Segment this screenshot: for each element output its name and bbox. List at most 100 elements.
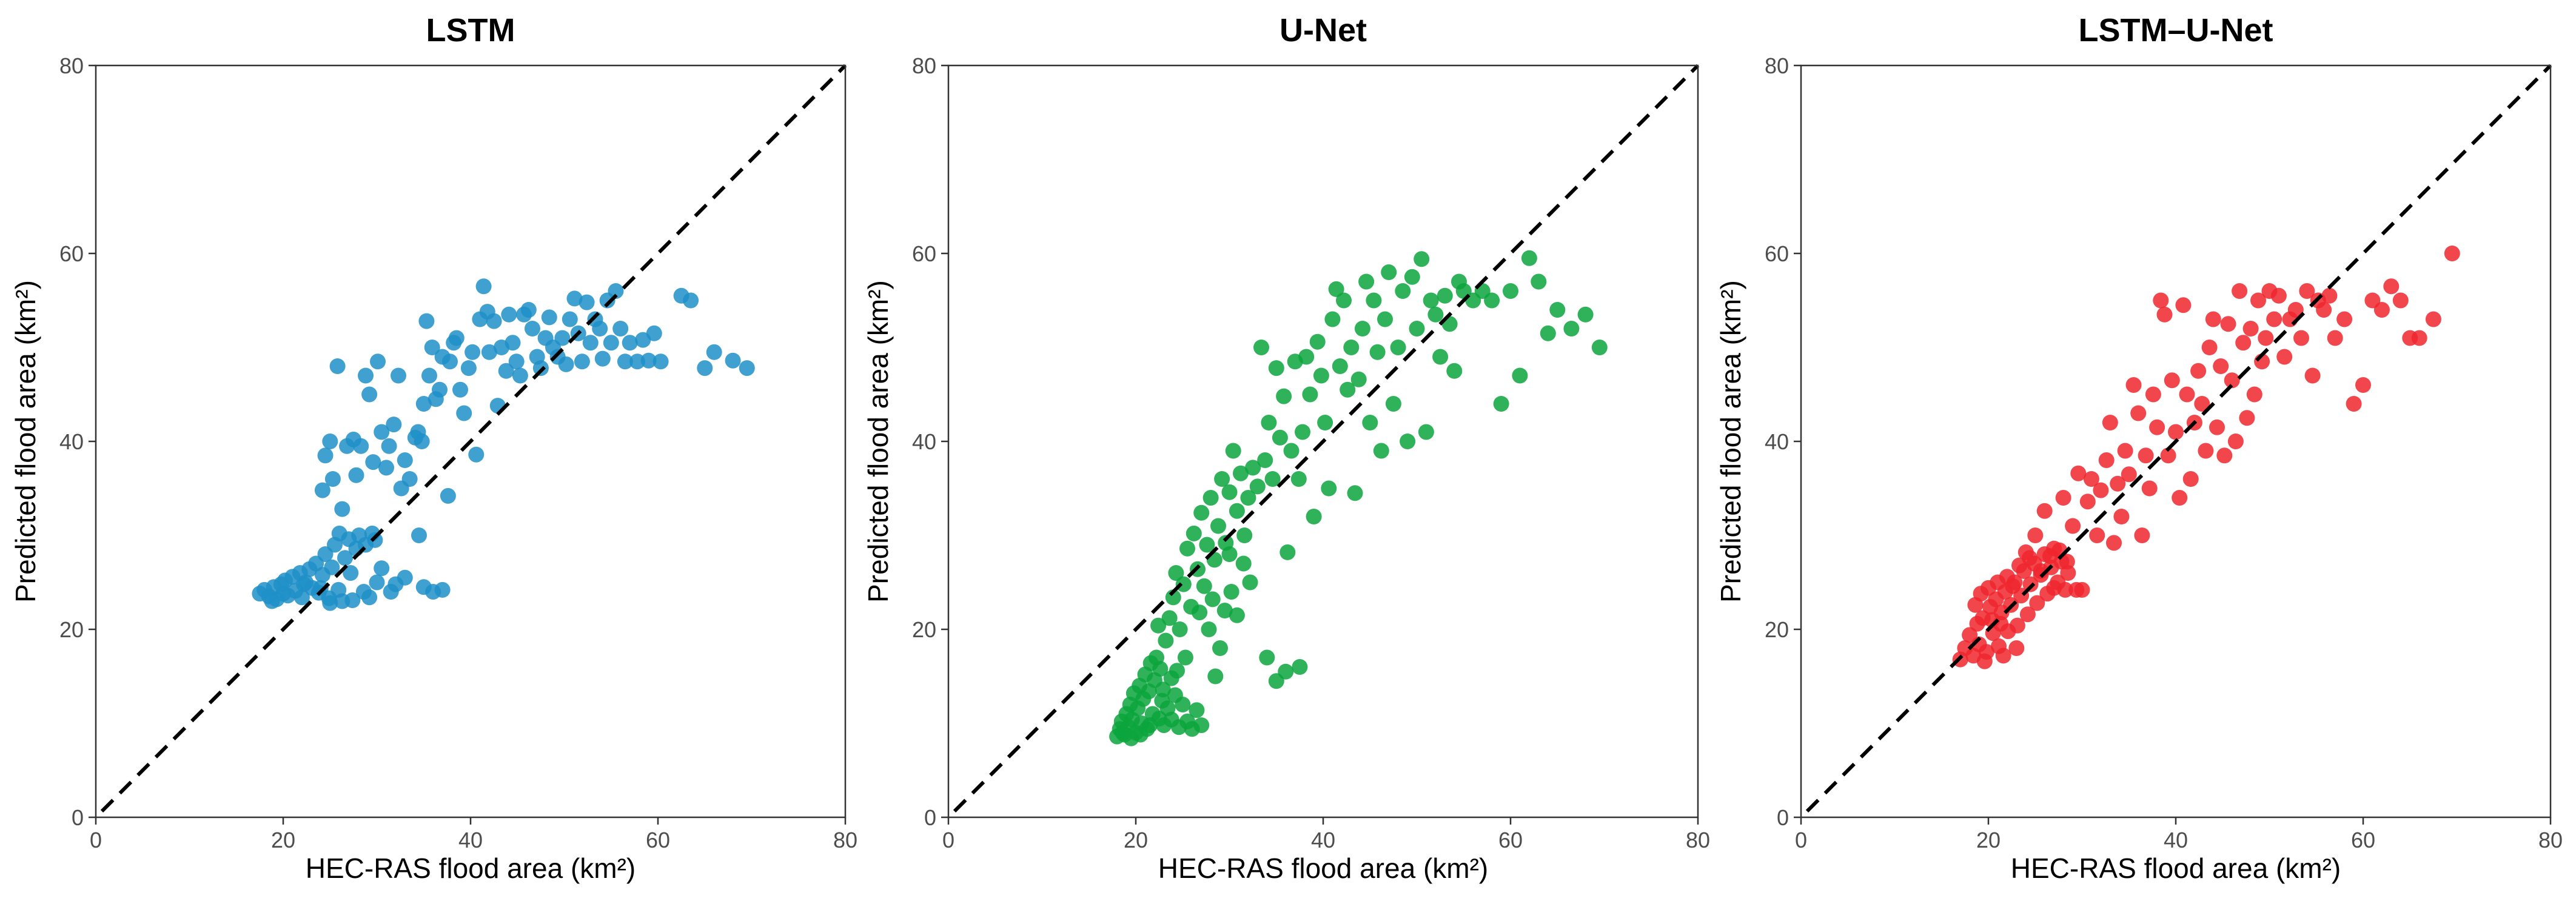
data-point [486, 313, 502, 329]
x-tick-label: 40 [458, 828, 483, 852]
data-point [2160, 447, 2176, 464]
data-point [460, 360, 477, 377]
data-point [1343, 340, 1360, 355]
data-point [2070, 465, 2087, 481]
data-point [1177, 649, 1193, 666]
data-point [1309, 333, 1326, 350]
data-point [579, 294, 595, 310]
data-point [2444, 246, 2460, 261]
data-point [739, 360, 755, 377]
data-point [401, 471, 418, 487]
panels: LSTM 0 20 40 60 80 0 20 40 60 80 HEC-RAS flood area… [10, 12, 2563, 884]
data-point [1591, 340, 1608, 355]
data-point [2213, 358, 2229, 374]
data-point [2316, 302, 2332, 318]
data-point [317, 447, 334, 464]
data-point [2130, 405, 2147, 421]
data-point [2089, 527, 2105, 543]
data-point [367, 532, 383, 548]
data-point [2216, 447, 2233, 464]
x-tick-label: 60 [2351, 828, 2375, 852]
data-point [1577, 306, 1594, 323]
y-tick-label: 0 [72, 805, 84, 830]
data-point [1358, 273, 1375, 290]
reference-line [1805, 64, 2552, 813]
data-point [2392, 292, 2409, 309]
data-point [2250, 292, 2266, 309]
data-point [2220, 316, 2236, 332]
data-point [2093, 482, 2109, 498]
scatter-panel-2: U-Net 0 20 40 60 80 0 20 40 60 80 HEC-RAS flood are… [862, 12, 1710, 884]
data-point [1369, 344, 1386, 360]
data-point [365, 454, 381, 470]
data-point [2355, 377, 2371, 393]
data-point [344, 592, 361, 608]
data-point [1245, 460, 1261, 476]
data-point [391, 367, 406, 384]
x-tick-label: 60 [646, 828, 670, 852]
data-point [2164, 372, 2180, 389]
data-point [1158, 632, 1174, 649]
data-point [1427, 306, 1444, 323]
data-point [2293, 330, 2309, 346]
data-point [2138, 447, 2154, 464]
data-point [2036, 503, 2053, 519]
data-point [1212, 640, 1228, 656]
data-point [562, 311, 578, 327]
data-point [322, 434, 338, 449]
data-point [2336, 311, 2353, 327]
data-point [1179, 540, 1195, 557]
data-point [501, 306, 517, 323]
data-point [2276, 349, 2293, 365]
data-point [1283, 443, 1300, 459]
data-point [1229, 607, 1245, 623]
data-point [381, 438, 397, 454]
data-point [1328, 281, 1344, 297]
data-point [603, 335, 619, 351]
data-point [2022, 576, 2039, 592]
data-point [2232, 283, 2248, 299]
data-point [2270, 287, 2287, 304]
data-point [2258, 330, 2274, 346]
data-point [2299, 283, 2315, 299]
data-point [481, 344, 497, 360]
data-point [331, 525, 347, 541]
data-point [2019, 606, 2036, 623]
data-point [1404, 269, 1420, 285]
data-point [1204, 591, 1221, 608]
data-point [411, 527, 427, 543]
data-point [1257, 452, 1273, 468]
x-tick-label: 20 [271, 828, 295, 852]
data-point [1199, 537, 1215, 553]
data-point [558, 356, 574, 372]
data-point [1336, 292, 1352, 309]
data-point [353, 438, 369, 454]
data-point [1235, 555, 1252, 572]
data-point [683, 292, 699, 309]
data-point [1340, 381, 1356, 398]
reference-line [100, 64, 847, 813]
data-point [2179, 386, 2195, 403]
data-point [1192, 604, 1208, 621]
data-point [2029, 595, 2045, 611]
data-point [1196, 578, 1212, 594]
data-point [2106, 535, 2122, 551]
data-point [296, 576, 312, 592]
data-point [2083, 471, 2099, 487]
data-point [275, 586, 291, 602]
data-point [374, 424, 390, 440]
data-point [374, 560, 390, 577]
data-point [442, 353, 458, 370]
y-tick-label: 40 [59, 429, 84, 454]
data-point [337, 550, 353, 566]
x-tick-label: 80 [833, 828, 857, 852]
data-point [725, 352, 741, 369]
data-point [1142, 717, 1158, 734]
data-point [1161, 610, 1178, 626]
data-point [1201, 621, 1217, 637]
data-point [1377, 311, 1393, 327]
data-point [1155, 681, 1171, 698]
data-point [1210, 518, 1226, 534]
data-point [1332, 358, 1348, 374]
